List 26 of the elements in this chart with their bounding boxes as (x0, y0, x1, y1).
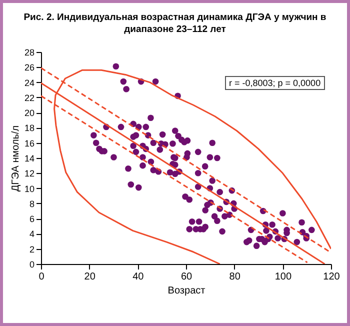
y-tick-label: 22 (24, 92, 34, 103)
x-tick-label: 100 (274, 272, 292, 282)
annotation: r = -0,8003; p = 0,0000 (225, 76, 325, 90)
y-tick-label: 2 (29, 244, 34, 254)
y-tick-label: 4 (29, 229, 34, 240)
y-axis-title: ДГЭА нмоль/л (10, 125, 22, 192)
y-tick-label: 26 (24, 62, 34, 73)
y-tick-label: 6 (29, 214, 34, 224)
x-tick-label: 80 (229, 272, 241, 282)
x-tick-label: 60 (180, 272, 192, 282)
x-tick-label: 40 (132, 272, 144, 282)
x-tick-label: 120 (323, 272, 340, 282)
y-tick-label: 16 (24, 138, 34, 148)
y-tick-label: 14 (24, 154, 34, 164)
y-tick-label: 28 (24, 48, 34, 58)
x-tick-label: 0 (38, 272, 45, 282)
y-tick-label: 0 (29, 260, 34, 270)
x-tick-label: 20 (84, 272, 96, 282)
x-axis-title: Возраст (168, 286, 206, 296)
y-tick-label: 10 (24, 184, 34, 194)
y-tick-label: 8 (29, 198, 34, 209)
chart-title: Рис. 2. Индивидуальная возрастная динамика ДГЭА у мужчин в диапазоне 23–112 лет (23, 12, 327, 36)
y-tick-label: 24 (24, 78, 34, 88)
y-tick-label: 12 (24, 168, 34, 179)
y-tick-label: 20 (24, 108, 34, 118)
y-tick-label: 18 (24, 123, 34, 134)
